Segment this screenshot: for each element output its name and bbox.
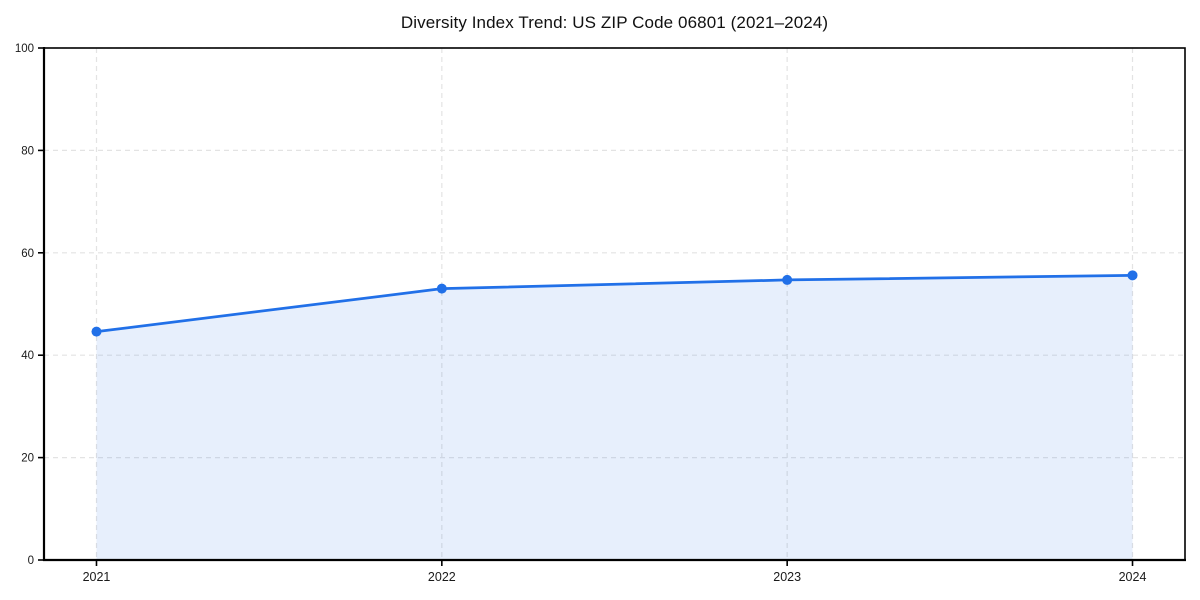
y-tick-label: 100 <box>15 43 34 55</box>
y-tick-label: 60 <box>21 248 34 260</box>
trend-line <box>95 273 1134 334</box>
data-point <box>782 274 793 285</box>
x-tick-label: 2023 <box>773 570 801 584</box>
y-tick-label: 40 <box>21 350 34 362</box>
y-tick-label: 20 <box>21 453 34 465</box>
y-tick-label: 80 <box>21 145 34 157</box>
chart-title: Diversity Index Trend: US ZIP Code 06801… <box>400 13 829 32</box>
x-tick-label: 2022 <box>428 570 456 584</box>
data-point <box>91 326 102 337</box>
data-point <box>1127 270 1138 281</box>
area-fill <box>96 275 1133 560</box>
x-tick-label: 2021 <box>83 570 111 584</box>
y-tick-label: 0 <box>28 555 34 567</box>
data-point <box>436 283 447 294</box>
x-tick-label: 2024 <box>1119 570 1147 584</box>
